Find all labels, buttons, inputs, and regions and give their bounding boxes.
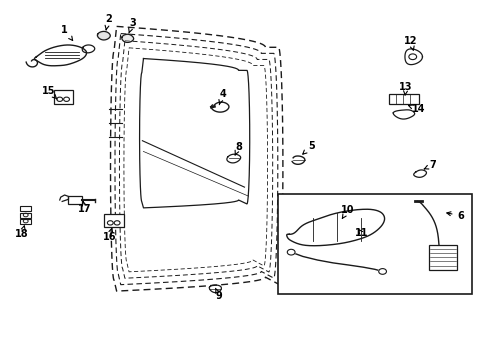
- Bar: [428, 245, 457, 270]
- Bar: [277, 194, 471, 294]
- Bar: [388, 94, 418, 104]
- Polygon shape: [122, 34, 133, 42]
- Bar: [104, 213, 123, 227]
- Text: 13: 13: [398, 82, 412, 95]
- Text: 6: 6: [446, 211, 463, 221]
- Bar: [20, 206, 30, 211]
- Text: 7: 7: [424, 160, 436, 170]
- Text: 2: 2: [105, 14, 111, 30]
- Text: 4: 4: [219, 89, 225, 105]
- Bar: [68, 197, 82, 204]
- Text: 5: 5: [302, 141, 314, 154]
- Text: 1: 1: [61, 25, 73, 40]
- Circle shape: [287, 249, 294, 255]
- Text: 15: 15: [42, 86, 57, 99]
- Text: 3: 3: [128, 18, 136, 33]
- Circle shape: [378, 269, 386, 274]
- Polygon shape: [97, 31, 110, 40]
- Text: 9: 9: [215, 288, 222, 301]
- Text: 11: 11: [354, 228, 367, 238]
- Text: 17: 17: [78, 201, 92, 214]
- Text: 12: 12: [403, 36, 417, 50]
- Text: 16: 16: [102, 228, 116, 242]
- Bar: [20, 212, 30, 217]
- Text: 18: 18: [15, 226, 29, 239]
- Text: 8: 8: [235, 142, 242, 155]
- Bar: [20, 219, 30, 224]
- Text: 14: 14: [407, 104, 425, 114]
- Text: 10: 10: [340, 205, 354, 219]
- Bar: [54, 90, 73, 104]
